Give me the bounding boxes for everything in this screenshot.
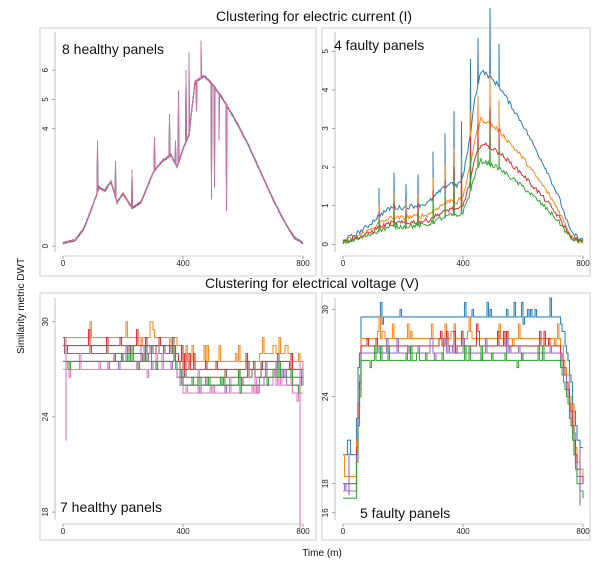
y-tick-label: 1 (321, 203, 330, 208)
y-tick-label: 2 (321, 164, 330, 169)
y-tick-label: 24 (321, 392, 330, 401)
y-tick-label: 18 (321, 479, 330, 488)
x-tick-label: 0 (341, 527, 346, 536)
series-line (62, 40, 304, 244)
x-tick-label: 400 (456, 259, 470, 268)
panel-frame-bottom-right (321, 292, 591, 541)
x-tick-label: 0 (341, 259, 346, 268)
x-tick-label: 800 (576, 259, 590, 268)
title-current: Clustering for electric current (I) (216, 8, 412, 24)
y-tick-label: 0 (321, 242, 330, 247)
panel-frame-bottom-left (39, 292, 317, 541)
panel-label-faulty-voltage: 5 faulty panels (360, 505, 450, 521)
panel-label-healthy-current: 8 healthy panels (62, 41, 164, 57)
title-voltage: Clustering for electrical voltage (V) (205, 275, 419, 291)
y-axis-label: Similarity metric DWT (16, 258, 27, 354)
x-tick-label: 800 (576, 527, 590, 536)
y-tick-label: 4 (321, 87, 330, 92)
series-line (62, 40, 304, 245)
chart-faulty-current: 0 400 800 0 1 2 3 4 5 (321, 7, 590, 268)
series-line (63, 345, 303, 394)
series-line (62, 40, 304, 245)
x-tick-label: 0 (61, 259, 66, 268)
series-line (63, 329, 303, 378)
series-line (62, 40, 304, 244)
x-tick-label: 400 (176, 259, 190, 268)
panel-label-healthy-voltage: 7 healthy panels (60, 499, 162, 515)
y-tick-label: 24 (41, 412, 50, 421)
series-line (342, 130, 584, 245)
panel-frame-top-left (39, 27, 317, 277)
y-tick-label: 6 (41, 67, 50, 72)
y-tick-label: 30 (41, 317, 50, 326)
x-tick-label: 400 (176, 527, 190, 536)
series-line (343, 316, 584, 478)
chart-healthy-voltage: 0 400 800 18 24 30 (41, 298, 310, 536)
x-tick-label: 0 (61, 527, 66, 536)
series-line (62, 40, 304, 245)
series-line (343, 297, 583, 456)
y-tick-label: 5 (321, 49, 330, 54)
y-tick-label: 16 (321, 508, 330, 517)
panel-frame-top-right (321, 27, 591, 277)
y-tick-label: 0 (41, 243, 50, 248)
y-tick-label: 3 (321, 126, 330, 131)
y-tick-label: 4 (41, 126, 50, 131)
series-line (342, 7, 584, 243)
y-tick-label: 5 (41, 97, 50, 102)
chart-faulty-voltage: 0 400 800 16 18 24 30 (321, 297, 590, 536)
x-tick-label: 400 (456, 527, 470, 536)
y-tick-label: 18 (41, 507, 50, 516)
series-line (63, 321, 304, 370)
series-line (62, 40, 304, 244)
chart-healthy-current: 0 400 800 0 4 5 6 (41, 32, 310, 268)
y-tick-label: 30 (321, 305, 330, 314)
panel-label-faulty-current: 4 faulty panels (334, 37, 424, 53)
series-line (342, 107, 584, 245)
series-line (62, 40, 304, 245)
series-line (62, 40, 304, 245)
x-tick-label: 800 (296, 259, 310, 268)
series-line (343, 338, 583, 492)
x-tick-label: 800 (296, 527, 310, 536)
series-line (342, 74, 584, 243)
x-axis-label: Time (m) (302, 548, 342, 559)
series-line (343, 345, 584, 499)
